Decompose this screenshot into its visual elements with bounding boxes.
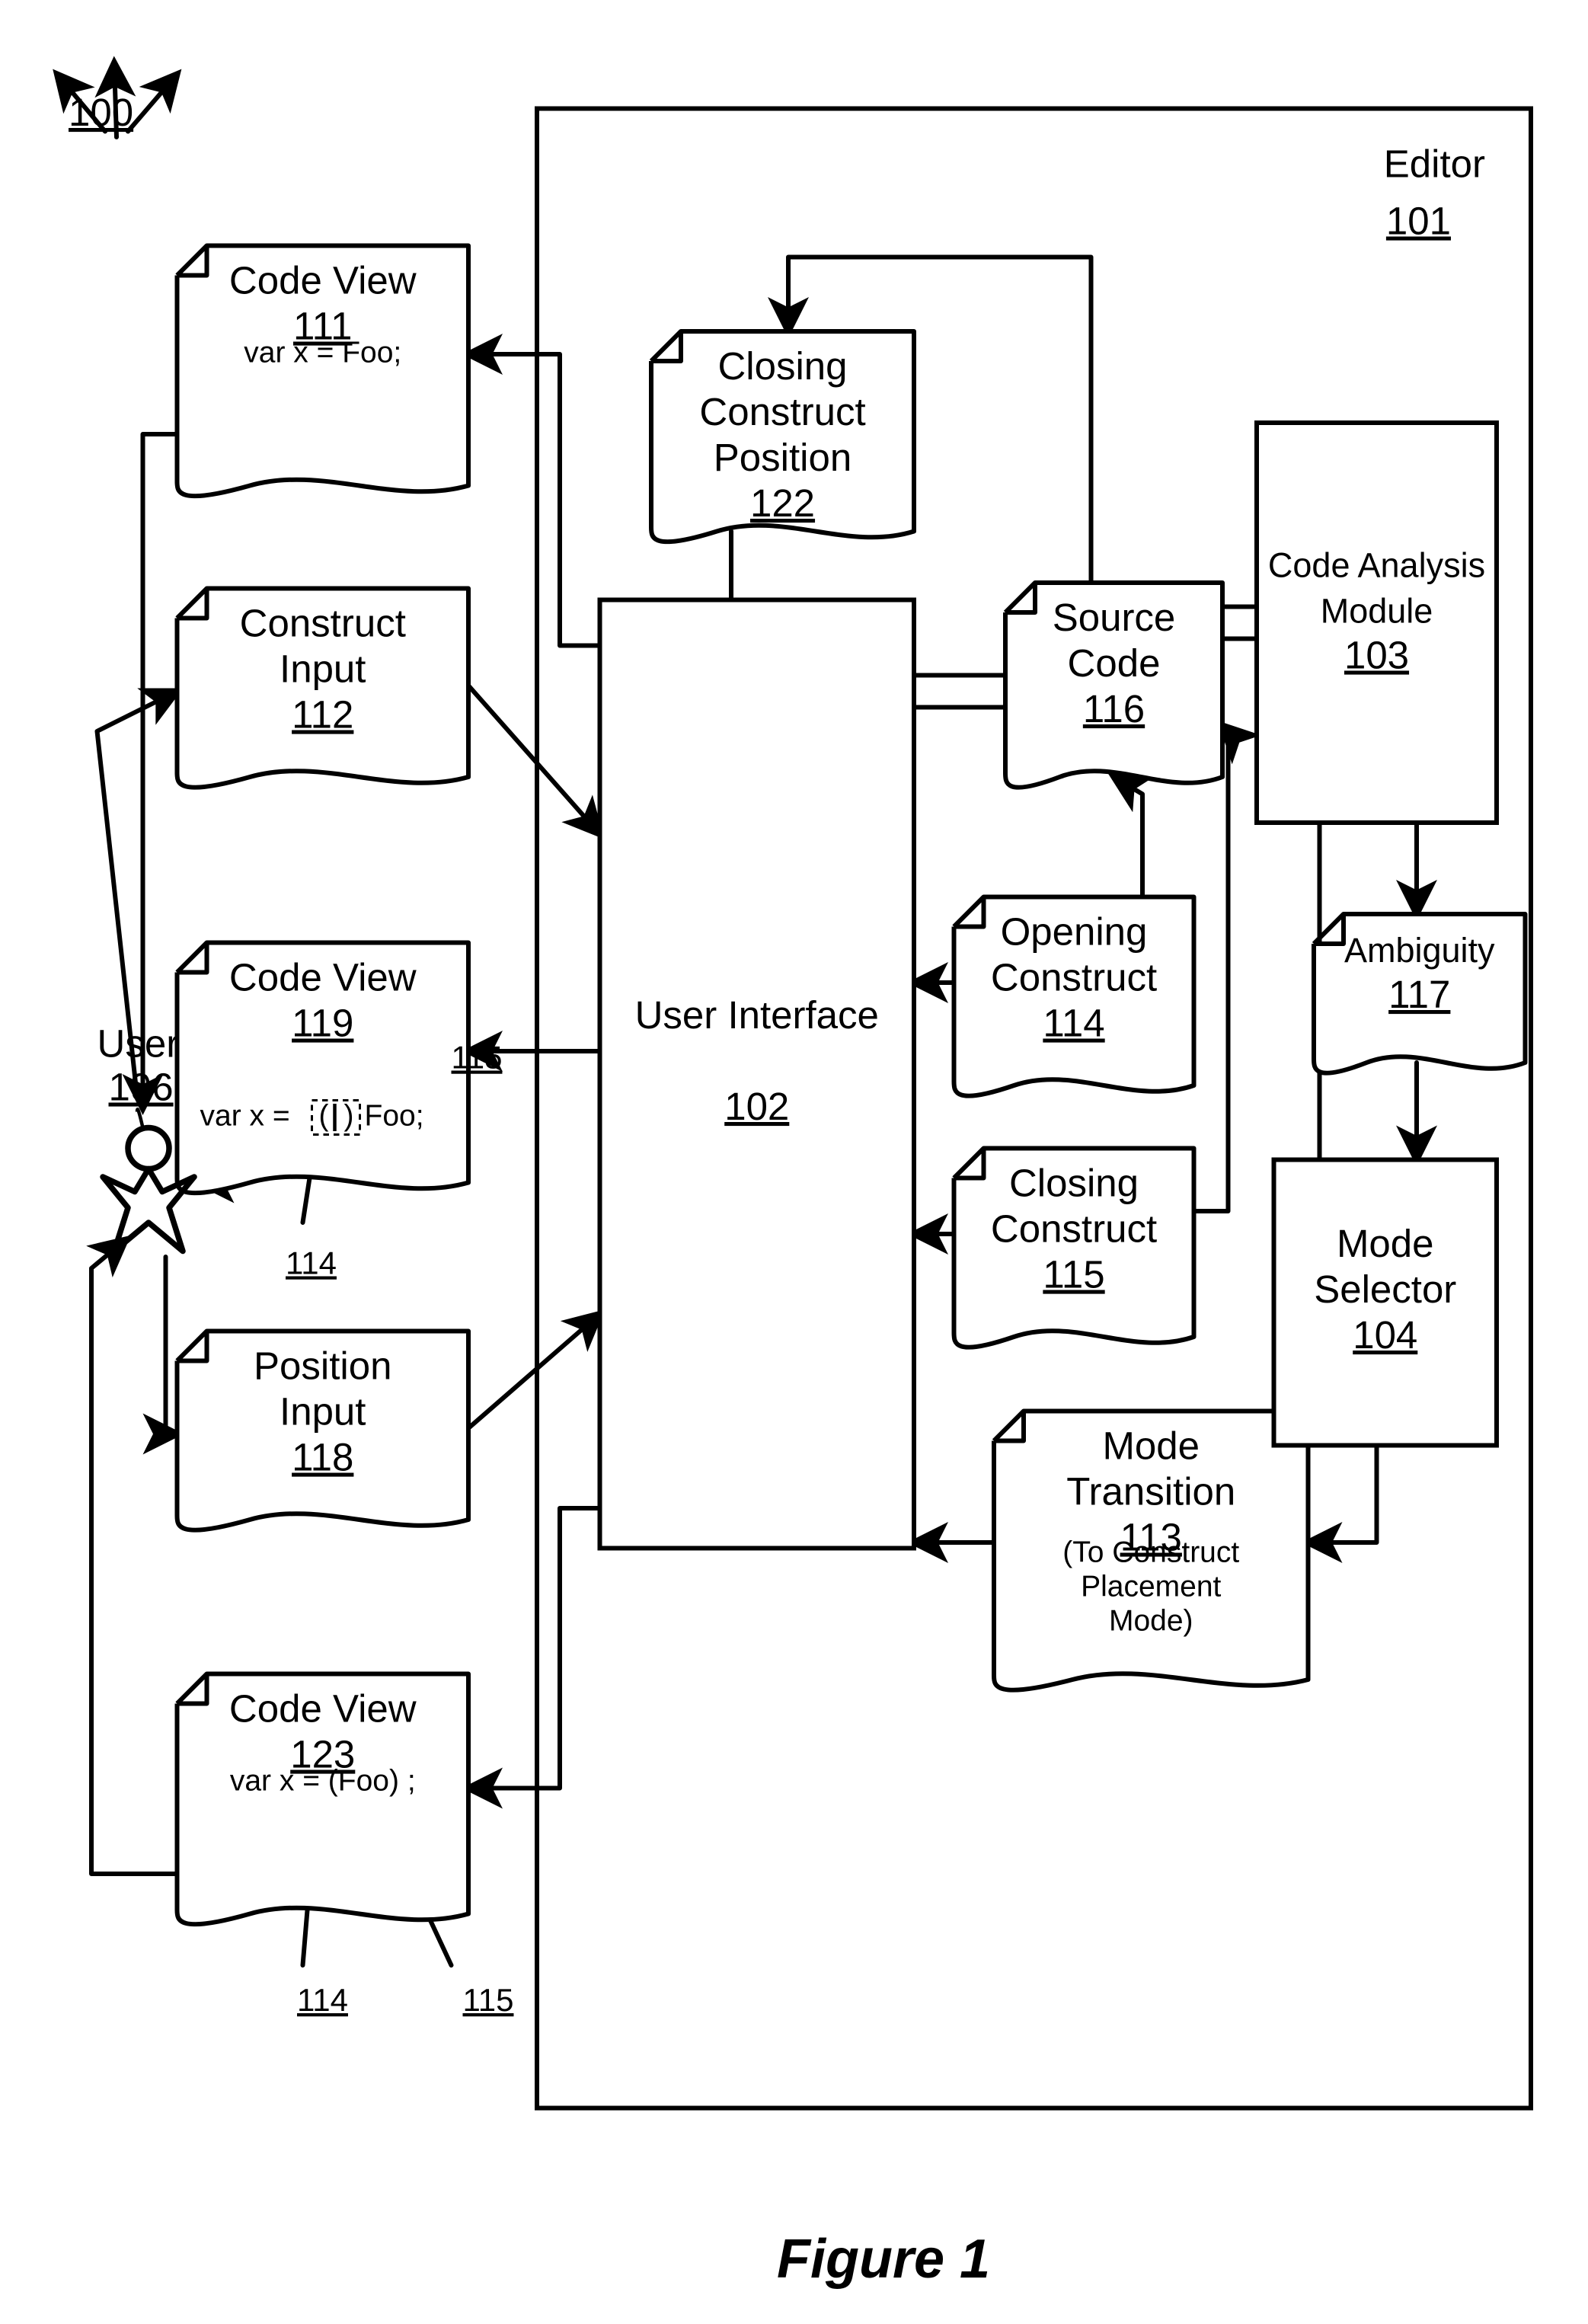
- edge-ui_to_123: [468, 1508, 600, 1789]
- svg-text:(: (: [319, 1100, 329, 1133]
- node-code_view_111: Code View111var x = Foo;: [177, 246, 469, 497]
- svg-text:Construct: Construct: [991, 956, 1157, 999]
- node-construct_input_112: ConstructInput112: [177, 589, 469, 788]
- svg-text:Input: Input: [280, 1390, 366, 1434]
- node-mode_transition_113: ModeTransition113(To ConstructPlacementM…: [994, 1411, 1308, 1690]
- svg-text:Code View: Code View: [229, 956, 417, 999]
- edge-115_to_116: [1194, 726, 1229, 1212]
- user-ref: 196: [109, 1066, 174, 1109]
- edge-ui_to_111: [468, 354, 600, 646]
- svg-text:Selector: Selector: [1314, 1267, 1456, 1311]
- node-opening_construct_114: OpeningConstruct114: [954, 897, 1194, 1096]
- node-user_interface_102: User Interface 102: [600, 600, 915, 1549]
- svg-text:Input: Input: [280, 647, 366, 691]
- svg-text:Code: Code: [1068, 641, 1161, 685]
- svg-text:Closing: Closing: [1009, 1162, 1139, 1205]
- svg-text:Transition: Transition: [1066, 1470, 1235, 1514]
- svg-text:117: 117: [1388, 973, 1450, 1016]
- editor-ref: 101: [1386, 200, 1451, 243]
- svg-text:114: 114: [297, 1982, 348, 2018]
- node-code_view_119: Code View119: [177, 943, 469, 1194]
- node-position_input_118: PositionInput118: [177, 1331, 469, 1530]
- node-code_view_123: Code View123var x = (Foo) ;: [177, 1674, 469, 1925]
- edge-114_to_116: [1114, 777, 1143, 897]
- node-closing_construct_pos_122: ClosingConstructPosition122: [651, 331, 914, 542]
- svg-text:Code View: Code View: [229, 259, 417, 302]
- svg-text:User Interface: User Interface: [635, 993, 879, 1037]
- system-ref: 100: [69, 91, 133, 134]
- svg-text:var x = Foo;: var x = Foo;: [244, 337, 401, 369]
- node-closing_construct_115: ClosingConstruct115: [954, 1149, 1194, 1347]
- svg-text:Mode: Mode: [1102, 1424, 1200, 1468]
- callout-114: 114: [286, 1245, 337, 1281]
- svg-text:(To Construct: (To Construct: [1062, 1536, 1239, 1569]
- node-code_analysis_103: Code Analysis Module103: [1257, 423, 1497, 823]
- svg-text:112: 112: [292, 693, 353, 737]
- svg-text:Code View: Code View: [229, 1687, 417, 1731]
- node-source_code_116: SourceCode116: [1005, 583, 1222, 788]
- svg-text:122: 122: [750, 481, 815, 525]
- edge-111_to_user: [143, 434, 177, 1108]
- svg-text:Mode: Mode: [1337, 1222, 1434, 1265]
- edge-118_to_ui: [468, 1314, 600, 1428]
- svg-text:var x =: var x =: [200, 1100, 290, 1133]
- svg-text:Code Analysis: Code Analysis: [1268, 546, 1485, 585]
- svg-text:Position: Position: [254, 1344, 391, 1388]
- svg-text:Mode): Mode): [1109, 1605, 1193, 1638]
- svg-text:Position: Position: [714, 436, 852, 479]
- svg-text:Opening: Opening: [1001, 910, 1148, 954]
- diagram-root: Editor 101 Code View111var x = Foo; Constr…: [0, 0, 1588, 2324]
- node-ambiguity_117: Ambiguity117: [1314, 914, 1526, 1073]
- svg-text:119: 119: [292, 1002, 353, 1045]
- svg-text:Module: Module: [1321, 592, 1433, 631]
- node-mode_selector_104: ModeSelector104: [1274, 1160, 1497, 1446]
- svg-text:103: 103: [1344, 634, 1409, 677]
- edge-104_to_113: [1308, 1446, 1377, 1543]
- edge-e100c: [128, 75, 177, 132]
- svg-text:116: 116: [1083, 687, 1145, 730]
- svg-text:115: 115: [1043, 1253, 1104, 1296]
- svg-text:Placement: Placement: [1081, 1571, 1221, 1603]
- svg-text:Foo;: Foo;: [365, 1100, 424, 1133]
- svg-text:115: 115: [463, 1982, 514, 2018]
- node-code_view_123-callouts: 114 115: [297, 1982, 513, 2018]
- svg-text:Ambiguity: Ambiguity: [1344, 931, 1495, 970]
- svg-text:Construct: Construct: [699, 390, 865, 433]
- user-label: User: [97, 1022, 180, 1066]
- svg-text:Source: Source: [1053, 596, 1176, 639]
- svg-text:114: 114: [1043, 1002, 1104, 1045]
- callout-115: 115: [452, 1040, 503, 1076]
- editor-label: Editor: [1384, 142, 1485, 186]
- edge-112_to_ui: [468, 686, 600, 834]
- svg-text:Construct: Construct: [240, 602, 406, 645]
- svg-text:118: 118: [292, 1436, 353, 1479]
- svg-text:Construct: Construct: [991, 1207, 1157, 1251]
- svg-text:): ): [344, 1100, 354, 1133]
- svg-text:var x = (Foo) ;: var x = (Foo) ;: [230, 1765, 416, 1798]
- figure-label: Figure 1: [777, 2228, 990, 2290]
- svg-text:Closing: Closing: [717, 344, 847, 388]
- svg-text:104: 104: [1353, 1313, 1417, 1357]
- svg-text:102: 102: [724, 1085, 789, 1128]
